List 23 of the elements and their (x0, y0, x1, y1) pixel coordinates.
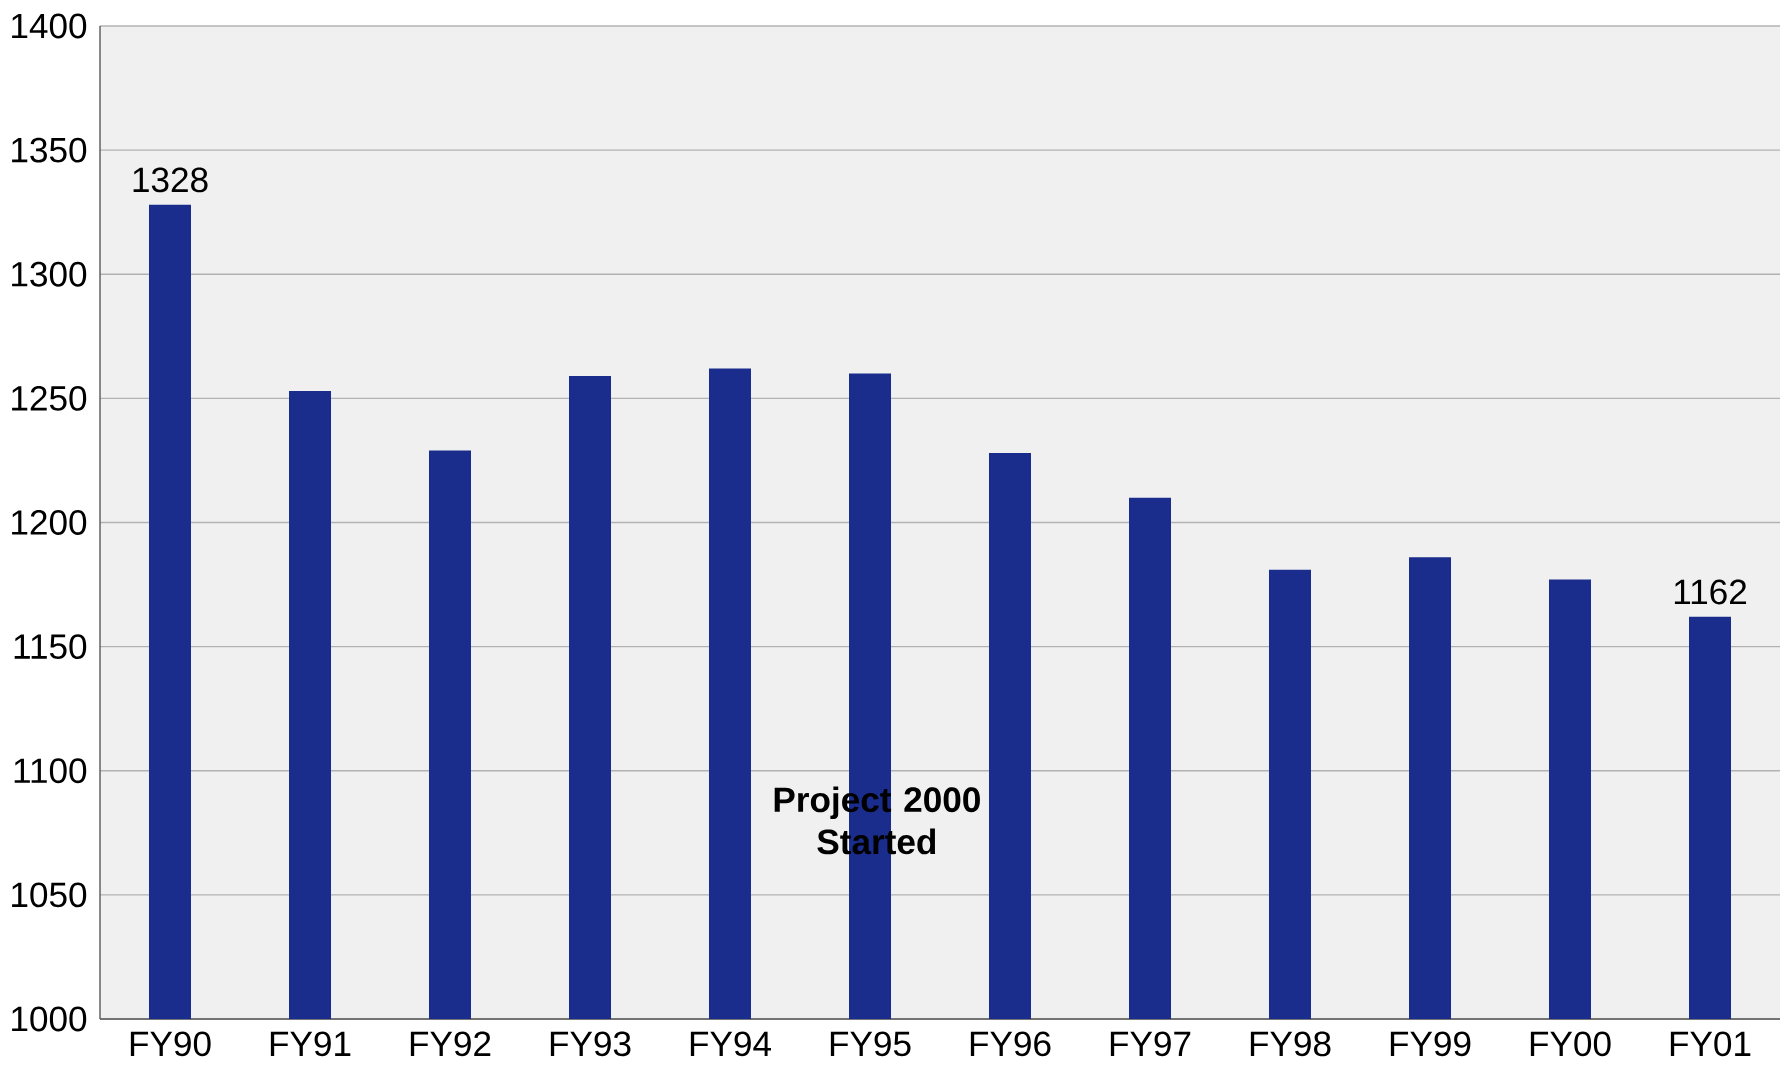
y-tick-label: 1250 (12, 385, 87, 411)
data-label: 1162 (1674, 579, 1747, 605)
x-tick-label: FY93 (550, 1031, 631, 1057)
x-tick-label: FY01 (1670, 1031, 1751, 1057)
y-tick-label: 1350 (12, 137, 87, 163)
y-tick-label: 1000 (12, 1006, 87, 1032)
x-tick-label: FY91 (270, 1031, 351, 1057)
x-tick-label: FY97 (1110, 1031, 1191, 1057)
y-tick-label: 1050 (12, 882, 87, 908)
x-tick-label: FY96 (970, 1031, 1051, 1057)
x-tick-label: FY98 (1250, 1031, 1331, 1057)
x-tick-label: FY90 (130, 1031, 211, 1057)
x-tick-label: FY92 (410, 1031, 491, 1057)
y-tick-label: 1150 (14, 634, 87, 660)
y-tick-label: 1200 (12, 510, 87, 535)
x-tick-label: FY95 (830, 1031, 911, 1057)
y-tick-label: 1400 (12, 13, 87, 39)
data-label: 1328 (133, 167, 208, 193)
x-tick-label: FY00 (1530, 1031, 1611, 1057)
y-tick-label: 1300 (12, 261, 87, 287)
x-tick-label: FY99 (1390, 1031, 1471, 1057)
x-tick-label: FY94 (690, 1031, 771, 1057)
y-tick-label: 1100 (14, 758, 87, 784)
